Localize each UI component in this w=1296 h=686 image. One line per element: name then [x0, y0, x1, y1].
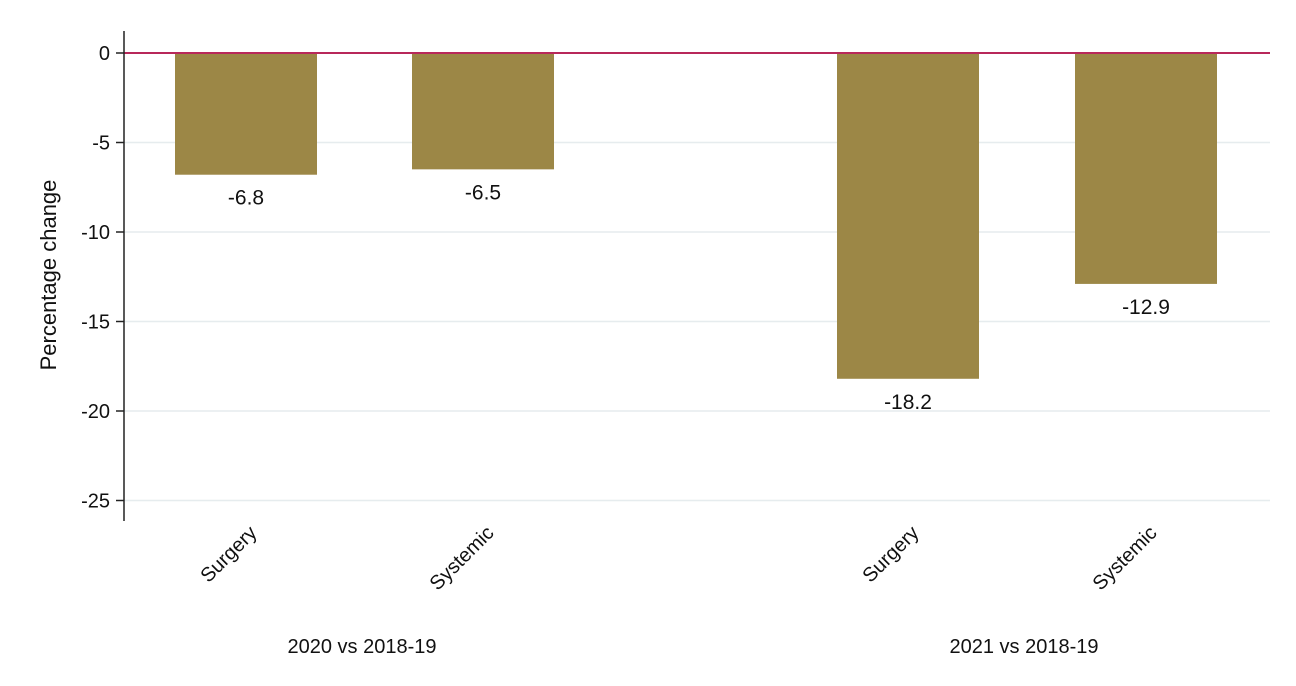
- bar: [175, 53, 317, 175]
- bar: [412, 53, 554, 170]
- y-tick-label: -5: [92, 133, 110, 155]
- bar-value-label: -18.2: [884, 391, 932, 414]
- y-tick-label: -10: [81, 222, 110, 244]
- bar: [1075, 53, 1217, 284]
- y-tick-label: -20: [81, 401, 110, 423]
- y-tick-label: -15: [81, 312, 110, 334]
- bar: [837, 53, 979, 379]
- y-tick-label: -25: [81, 491, 110, 513]
- bar-value-label: -12.9: [1122, 296, 1170, 319]
- y-axis-title: Percentage change: [36, 180, 61, 371]
- bars: [124, 52, 1270, 379]
- x-group-label: 2021 vs 2018-19: [949, 636, 1098, 658]
- bar-value-label: -6.5: [465, 181, 501, 204]
- y-axis: 0 -5 -10 -15 -20 -25: [81, 31, 125, 521]
- bar-value-label: -6.8: [228, 187, 264, 210]
- x-group-label: 2020 vs 2018-19: [287, 636, 436, 658]
- y-tick-label: 0: [99, 43, 110, 65]
